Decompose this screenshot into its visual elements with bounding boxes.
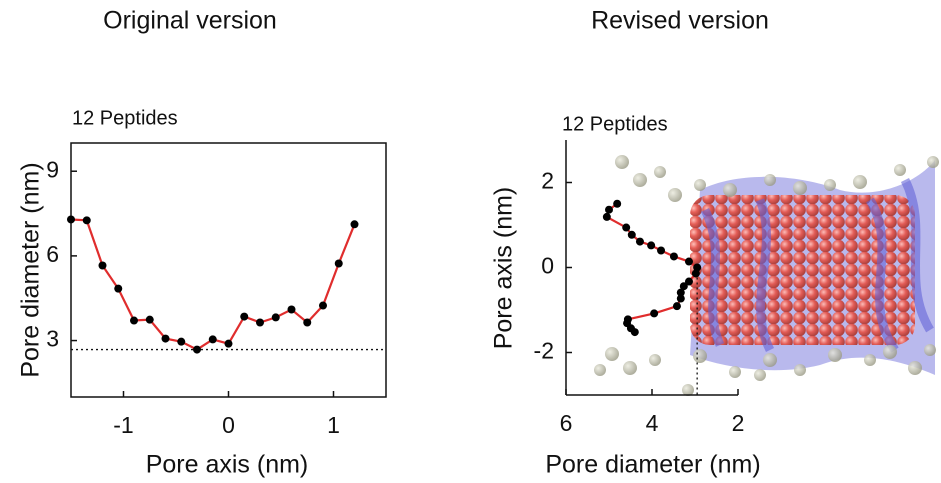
data-point: [67, 215, 75, 224]
x-tick-label: 6: [560, 410, 573, 436]
data-point: [177, 337, 186, 346]
data-point: [303, 318, 312, 327]
y-tick-label: 6: [46, 241, 59, 267]
data-point: [605, 205, 613, 214]
data-point: [271, 313, 280, 322]
data-point: [145, 315, 154, 324]
data-point: [684, 257, 693, 266]
data-point: [627, 230, 636, 239]
data-point: [602, 212, 611, 221]
x-tick-label: 1: [327, 412, 340, 438]
chart-title: 12 Peptides: [562, 113, 668, 135]
panel-title: Revised version: [591, 7, 769, 35]
x-tick-label: 0: [222, 412, 235, 438]
data-point: [650, 309, 659, 318]
x-axis-label: Pore axis (nm): [146, 451, 309, 479]
data-point: [287, 305, 296, 314]
chart-title: 12 Peptides: [72, 107, 178, 129]
data-point: [130, 316, 138, 325]
y-tick-label: 9: [46, 156, 59, 182]
data-point: [240, 312, 249, 321]
data-point: [224, 339, 233, 348]
y-axis-label: Pore axis (nm): [490, 187, 518, 350]
data-line: [70, 218, 356, 351]
y-tick-label: -2: [534, 338, 554, 364]
data-point: [657, 246, 666, 255]
data-point: [161, 334, 170, 343]
x-tick-label: 4: [646, 410, 659, 436]
data-point: [319, 301, 327, 310]
data-point: [334, 259, 343, 268]
molecular-render: [594, 155, 939, 396]
data-point: [208, 335, 217, 344]
data-point: [635, 237, 644, 246]
data-point: [684, 277, 693, 286]
panel-title: Original version: [103, 7, 277, 35]
data-point: [630, 328, 639, 337]
data-point: [691, 269, 700, 278]
data-point: [98, 261, 107, 270]
data-point: [672, 302, 681, 311]
data-point: [82, 216, 91, 225]
y-tick-label: 3: [46, 326, 59, 352]
data-point: [114, 284, 123, 293]
data-point: [693, 263, 702, 272]
data-point: [613, 199, 622, 208]
data-point: [256, 318, 264, 327]
x-axis-label: Pore diameter (nm): [545, 451, 760, 479]
data-point: [669, 252, 678, 261]
data-point: [679, 282, 688, 291]
data-point: [350, 220, 359, 229]
x-tick-label: -1: [113, 412, 133, 438]
y-axis-label: Pore diameter (nm): [17, 162, 45, 377]
data-point: [622, 223, 631, 232]
data-point: [676, 288, 685, 297]
x-tick-label: 2: [732, 410, 745, 436]
y-tick-label: 2: [541, 168, 554, 194]
plot-frame: [70, 142, 387, 398]
data-point: [676, 294, 685, 303]
y-tick-label: 0: [541, 253, 554, 279]
data-point: [647, 241, 656, 250]
data-point: [193, 345, 201, 354]
